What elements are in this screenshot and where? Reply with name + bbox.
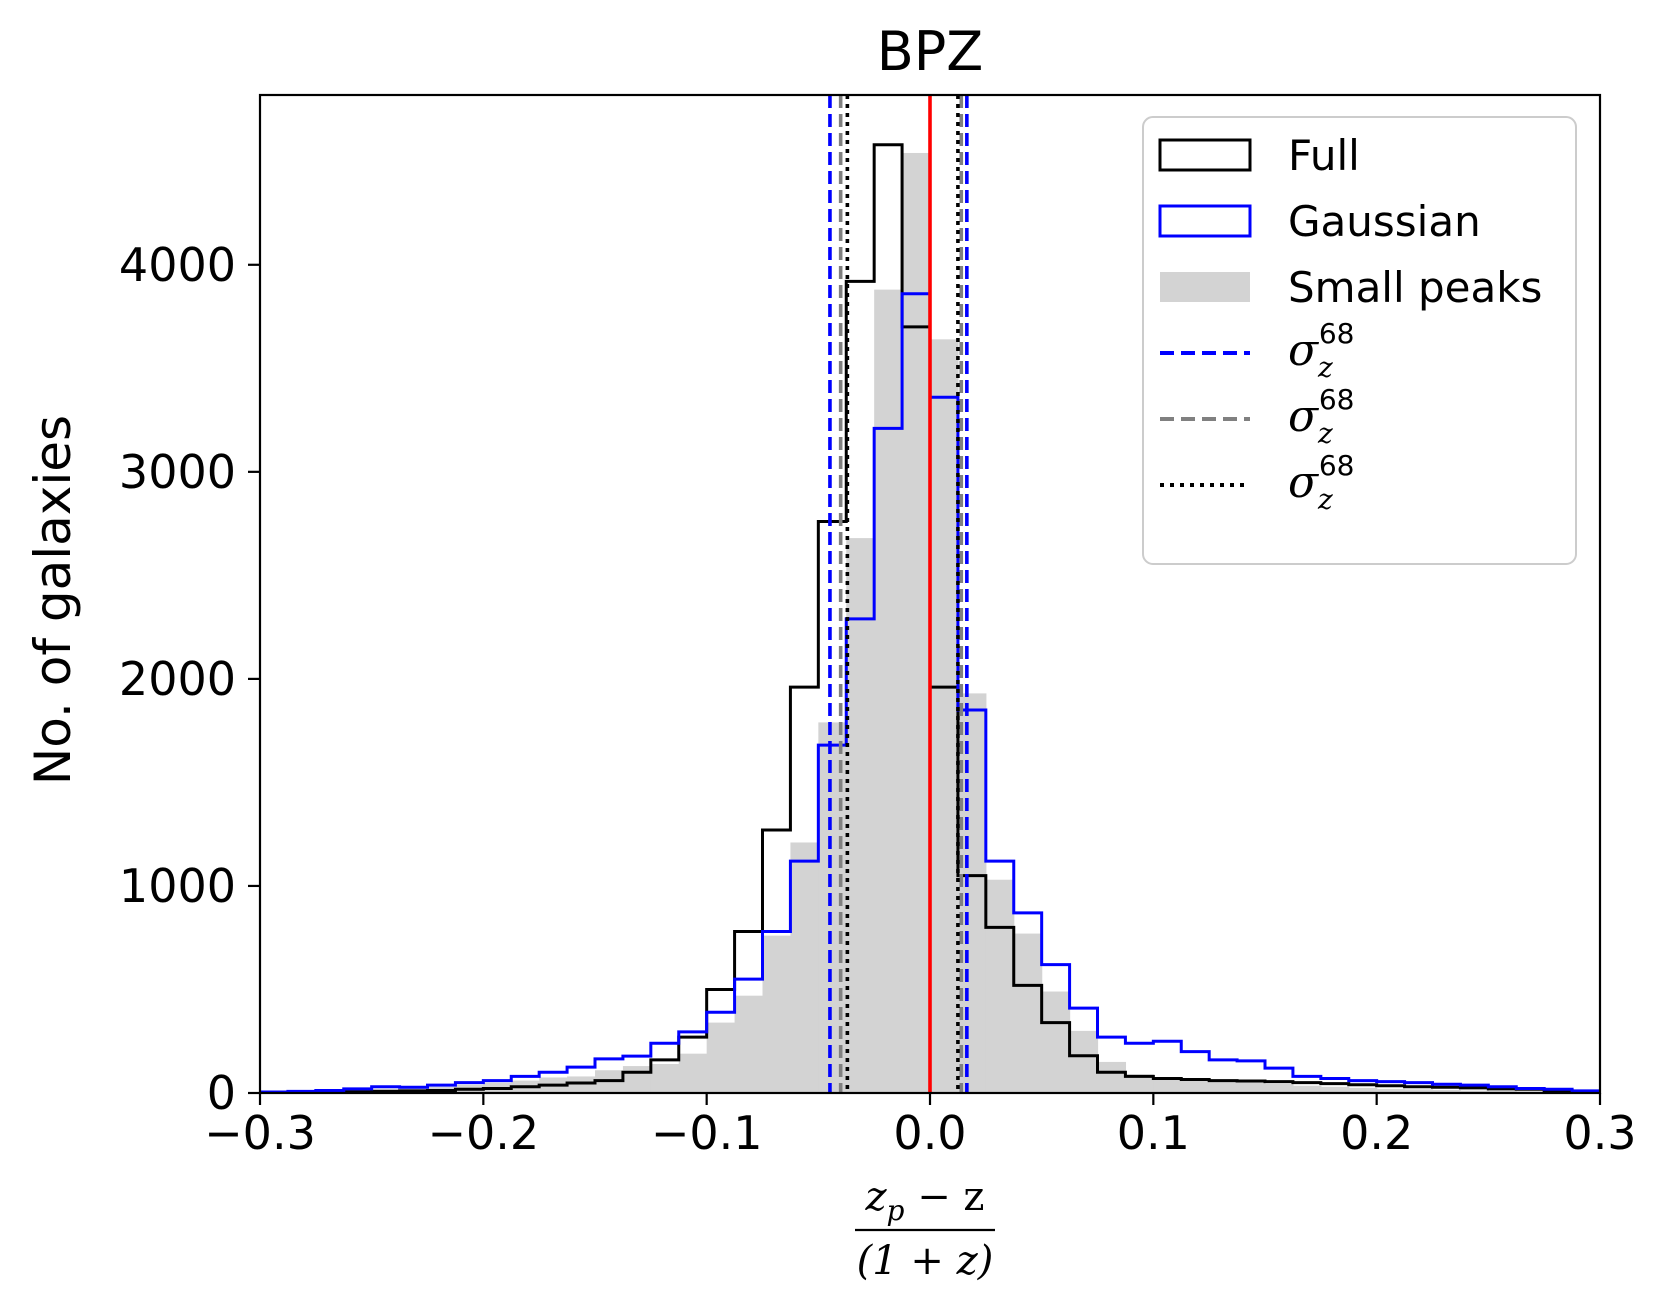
legend-swatch [1158,138,1252,172]
legend-label: σz68 [1288,317,1354,384]
small-peaks-bar [902,152,931,1093]
legend-label: Gaussian [1288,197,1481,246]
small-peaks-bar [790,842,819,1093]
small-peaks-bar [678,1053,708,1093]
small-peaks-bar [1320,1086,1350,1093]
y-axis-label: No. of galaxies [24,415,82,785]
legend-item: σz68 [1160,317,1354,384]
small-peaks-fill-layer [260,152,1600,1093]
small-peaks-bar [1348,1087,1378,1093]
legend-swatch [1158,204,1252,238]
small-peaks-bar [622,1066,652,1093]
small-peaks-bar [734,995,764,1093]
small-peaks-bar [846,538,875,1093]
x-tick-label: 0.3 [1563,1106,1636,1160]
x-ticks: −0.3 −0.2 −0.1 0.0 0.1 0.2 0.3 [204,1093,1637,1160]
small-peaks-bar [1432,1089,1462,1093]
legend-label: σz68 [1288,449,1354,516]
chart-title: BPZ [877,20,984,83]
small-peaks-bar [1376,1088,1406,1093]
small-peaks-bar [985,879,1015,1093]
small-peaks-bar [1265,1083,1294,1093]
x-tick-label: 0.2 [1340,1106,1413,1160]
small-peaks-bar [1460,1090,1489,1093]
y-tick-label: 1000 [119,859,236,913]
x-axis-label: zp − z (1 + z) [855,1174,995,1284]
y-tick-label: 4000 [119,238,236,292]
y-tick-label: 3000 [119,445,236,499]
small-peaks-bar [567,1076,596,1093]
small-peaks-bar [1404,1089,1434,1093]
small-peaks-bar [1041,991,1071,1093]
x-tick-label: −0.3 [204,1106,316,1160]
x-label-denominator: (1 + z) [857,1238,994,1284]
legend-label: σz68 [1288,383,1354,450]
small-peaks-bar [930,339,959,1093]
legend-item: Full [1158,131,1360,180]
sigma-lines-layer [828,95,969,1093]
small-peaks-bar [1292,1085,1322,1093]
small-peaks-bar [818,722,847,1093]
small-peaks-bar [1013,933,1043,1093]
x-label-numerator: zp − z [864,1174,984,1227]
y-ticks: 0 1000 2000 3000 4000 [119,238,260,1120]
y-tick-label: 0 [207,1066,236,1120]
legend-swatch [1160,272,1250,302]
legend-item: σz68 [1160,449,1354,516]
x-tick-label: 0.1 [1117,1106,1190,1160]
small-peaks-bar [762,935,792,1093]
small-peaks-bar [1153,1077,1182,1093]
legend-item: Gaussian [1158,197,1481,246]
small-peaks-bar [1237,1081,1266,1093]
x-tick-label: 0.0 [893,1106,966,1160]
small-peaks-bar [1069,1030,1099,1093]
x-tick-label: −0.1 [651,1106,763,1160]
legend-item: σz68 [1160,383,1354,450]
small-peaks-bar [1181,1079,1210,1093]
y-tick-label: 2000 [119,652,236,706]
small-peaks-bar [1125,1074,1154,1093]
small-peaks-bar [874,289,903,1093]
legend-label: Small peaks [1288,263,1542,312]
legend-label: Full [1288,131,1360,180]
small-peaks-bar [706,1022,736,1093]
small-peaks-bar [1209,1080,1238,1093]
legend-box [1142,116,1577,565]
small-peaks-bar [1097,1061,1127,1093]
small-peaks-bar [650,1064,680,1093]
x-tick-label: −0.2 [427,1106,539,1160]
legend-item: Small peaks [1160,263,1542,312]
